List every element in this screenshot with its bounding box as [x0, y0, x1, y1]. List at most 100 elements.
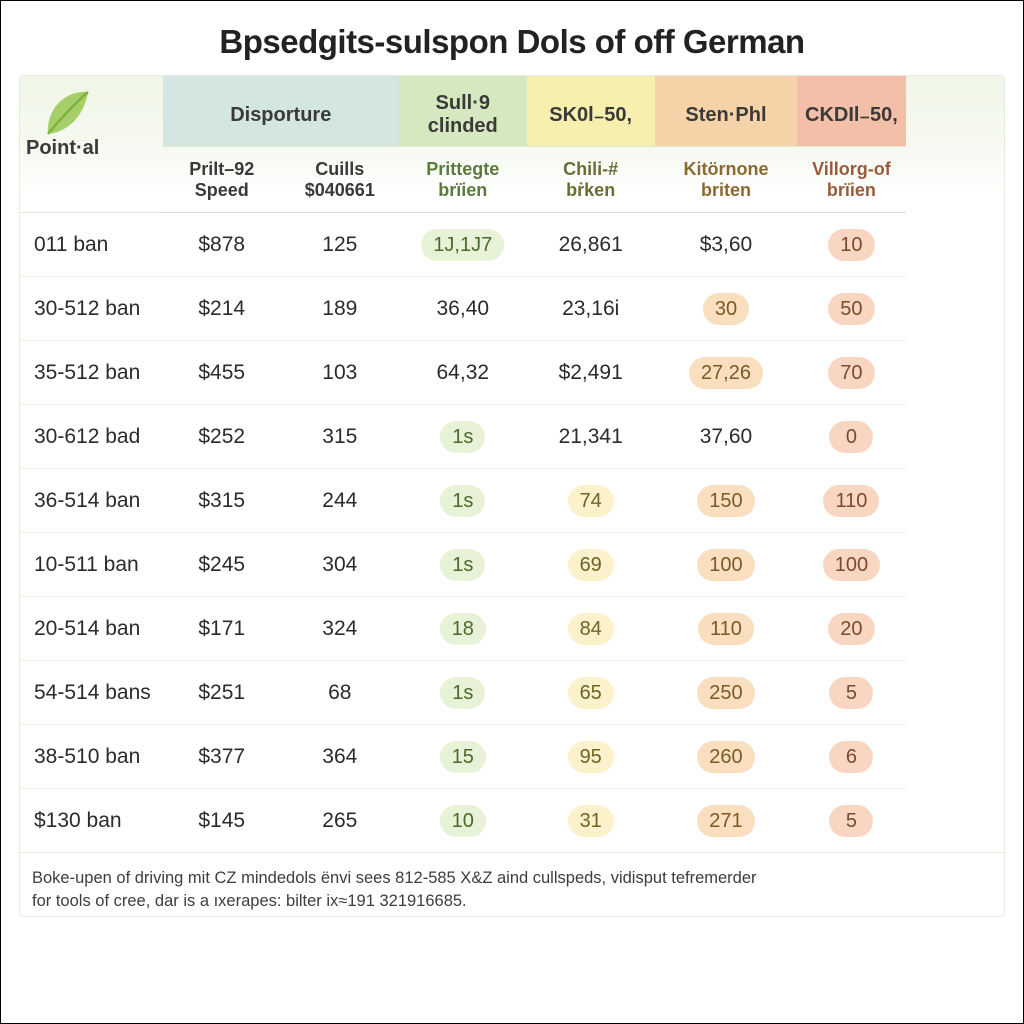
pill-value: 31	[568, 805, 614, 837]
col-header-chili-l1: Chili-#	[563, 159, 618, 179]
col-header-prilt-l1: Prilt–92	[189, 159, 254, 179]
group-header-sten: Sten·Phl	[655, 76, 798, 147]
cell: 64,32	[399, 341, 527, 405]
pill-value: 1s	[440, 421, 485, 453]
group-header-disporture: Disporture	[163, 76, 399, 147]
cell: 1s	[399, 405, 527, 469]
pill-value: 20	[828, 613, 874, 645]
cell: 95	[527, 725, 655, 789]
cell: 6	[797, 725, 905, 789]
cell: 265	[281, 789, 399, 853]
col-header-prilt: Prilt–92 Speed	[163, 147, 281, 213]
table-row: 38-510 ban$37736415952606	[20, 725, 1004, 789]
cell: 36,40	[399, 277, 527, 341]
col-header-chili-l2: bṙken	[566, 180, 615, 200]
cell: 27,26	[655, 341, 798, 405]
pill-value: 100	[823, 549, 880, 581]
cell: $878	[163, 213, 281, 277]
col-header-prittegte-l2: brïien	[438, 180, 487, 200]
group-header-ckdi: CKDIl₋50,	[797, 76, 905, 147]
cell: $3,60	[655, 213, 798, 277]
pill-value: 1s	[440, 485, 485, 517]
row-label: 20-514 ban	[20, 597, 163, 661]
col-header-villorg-l1: Villorg-of	[812, 159, 891, 179]
table-row: 30-612 bad$2523151s21,34137,600	[20, 405, 1004, 469]
cell: 100	[797, 533, 905, 597]
cell: $455	[163, 341, 281, 405]
table-row: 011 ban$878125 1J,1J7 26,861$3,60 10	[20, 213, 1004, 277]
row-label: 30-612 bad	[20, 405, 163, 469]
cell: $214	[163, 277, 281, 341]
cell: 250	[655, 661, 798, 725]
cell: 23,16i	[527, 277, 655, 341]
group-header-skol: SK0l₋50,	[527, 76, 655, 147]
cell: 26,861	[527, 213, 655, 277]
pill-value: 10	[828, 229, 874, 261]
pill-value: 110	[698, 613, 754, 645]
pill-value: 30	[703, 293, 749, 325]
pill-value: 250	[697, 677, 754, 709]
cell: $251	[163, 661, 281, 725]
pill-value: 84	[568, 613, 614, 645]
pill-value: 0	[829, 421, 873, 453]
col-header-cuills-l1: Cuills	[315, 159, 364, 179]
cell: 10	[797, 213, 905, 277]
col-header-chili: Chili-# bṙken	[527, 147, 655, 213]
pill-value: 1J,1J7	[421, 229, 504, 261]
group-header-sull-l2: clinded	[428, 115, 498, 137]
group-header-sull-l1: Sull·9	[436, 92, 490, 114]
cell: 74	[527, 469, 655, 533]
cell: 110	[797, 469, 905, 533]
pill-value: 27,26	[689, 357, 763, 389]
row-label: $130 ban	[20, 789, 163, 853]
cell: 84	[527, 597, 655, 661]
row-label: 011 ban	[20, 213, 163, 277]
col-header-villorg: Villorg-of brïien	[797, 147, 905, 213]
pill-value: 50	[828, 293, 874, 325]
cell: 1s	[399, 469, 527, 533]
row-label: 10-511 ban	[20, 533, 163, 597]
cell: 315	[281, 405, 399, 469]
cell: 30	[655, 277, 798, 341]
row-label: 54-514 bans	[20, 661, 163, 725]
cell: 304	[281, 533, 399, 597]
pill-value: 5	[829, 677, 873, 709]
cell: 31	[527, 789, 655, 853]
pill-value: 6	[829, 741, 873, 773]
cell: 15	[399, 725, 527, 789]
footer-line-1: Boke-upen of driving mit CZ mindedols ën…	[32, 869, 757, 887]
cell: 271	[655, 789, 798, 853]
pill-value: 69	[568, 549, 614, 581]
cell: 260	[655, 725, 798, 789]
col-header-kitornone: Kitörnone briten	[655, 147, 798, 213]
cell: 1s	[399, 661, 527, 725]
cell: 10	[399, 789, 527, 853]
col-header-villorg-l2: brïien	[827, 180, 876, 200]
cell: $377	[163, 725, 281, 789]
pill-value: 1s	[440, 677, 485, 709]
cell: 21,341	[527, 405, 655, 469]
table-row: 35-512 ban$45510364,32$2,49127,2670	[20, 341, 1004, 405]
col-header-kitornone-l2: briten	[701, 180, 751, 200]
cell: 364	[281, 725, 399, 789]
group-header-sull: Sull·9 clinded	[399, 76, 527, 147]
cell: 18	[399, 597, 527, 661]
row-label: 35-512 ban	[20, 341, 163, 405]
table-panel: Point·al Disporture Sull·9 clinded SK0l₋…	[19, 75, 1005, 917]
col-header-prilt-l2: Speed	[195, 180, 249, 200]
pill-value: 95	[568, 741, 614, 773]
col-header-cuills-l2: $040661	[305, 180, 375, 200]
table-row: 30-512 ban$21418936,4023,16i3050	[20, 277, 1004, 341]
cell: $145	[163, 789, 281, 853]
col-header-cuills: Cuills $040661	[281, 147, 399, 213]
cell: 37,60	[655, 405, 798, 469]
pill-value: 1s	[440, 549, 485, 581]
cell: 125	[281, 213, 399, 277]
pill-value: 18	[440, 613, 486, 645]
pill-value: 100	[697, 549, 754, 581]
pill-value: 110	[823, 485, 879, 517]
col-header-prittegte-l1: Prittegte	[426, 159, 499, 179]
pill-value: 260	[697, 741, 754, 773]
row-label: 30-512 ban	[20, 277, 163, 341]
cell: 50	[797, 277, 905, 341]
